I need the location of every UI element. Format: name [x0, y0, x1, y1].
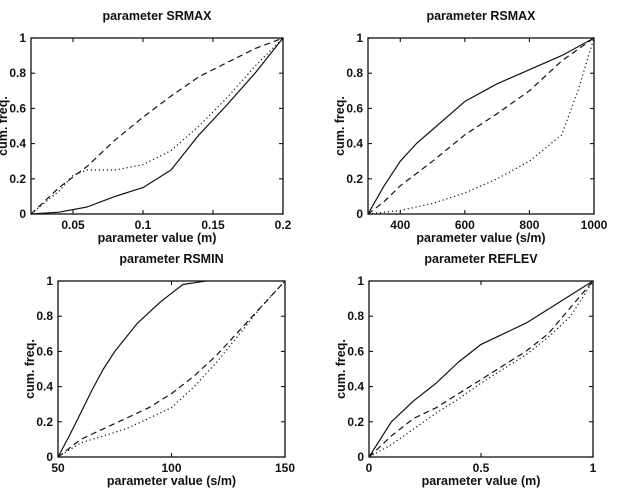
x-axis-label: parameter value (m) — [422, 474, 541, 488]
x-tick-label: 1 — [590, 461, 597, 475]
axes-frame — [367, 37, 595, 215]
panel-rsmax: parameter RSMAX 0 0.2 0.4 0.6 0.8 1 400 600 800 10… — [333, 9, 608, 245]
y-axis-label: cum. freq. — [334, 339, 348, 399]
x-tick-label: 0.1 — [135, 218, 152, 232]
y-tick-label: 0.6 — [9, 101, 26, 115]
series-line-solid — [367, 37, 595, 215]
y-tick-label: 0.6 — [347, 344, 364, 358]
y-tick-label: 1 — [46, 274, 53, 288]
chart-title: parameter SRMAX — [102, 9, 212, 23]
y-tick-label: 0.4 — [36, 380, 53, 394]
y-tick-label: 0 — [357, 450, 364, 464]
series-line-dotted — [368, 280, 594, 458]
y-tick-label: 0.2 — [347, 415, 364, 429]
x-tick-label: 800 — [519, 218, 539, 232]
chart-title: parameter REFLEV — [424, 252, 538, 266]
chart-title: parameter RSMIN — [119, 252, 223, 266]
x-axis-label: parameter value (s/m) — [416, 231, 545, 245]
series-line-dashed — [57, 280, 286, 458]
x-tick-label: 600 — [455, 218, 475, 232]
axes-frame — [30, 37, 284, 215]
x-axis-label: parameter value (m) — [98, 231, 217, 245]
y-axis-label: cum. freq. — [0, 96, 10, 156]
series-line-dotted — [367, 37, 595, 215]
x-tick-label: 0.2 — [275, 218, 292, 232]
x-tick-label: 100 — [161, 461, 181, 475]
x-axis-label: parameter value (s/m) — [107, 474, 236, 488]
y-tick-label: 0.2 — [36, 415, 53, 429]
y-tick-label: 0 — [19, 207, 26, 221]
series-line-solid — [57, 280, 206, 458]
series-line-dashed — [368, 280, 594, 458]
y-tick-label: 0 — [46, 450, 53, 464]
chart-title: parameter RSMAX — [426, 9, 536, 23]
series-line-solid — [30, 37, 284, 215]
y-tick-label: 0.6 — [36, 344, 53, 358]
x-tick-label: 50 — [51, 461, 65, 475]
series-line-dashed — [367, 37, 595, 215]
series-line-dotted — [30, 37, 284, 215]
y-tick-label: 0.2 — [346, 172, 363, 186]
x-tick-label: 0.05 — [61, 218, 85, 232]
x-tick-label: 1000 — [581, 218, 608, 232]
x-tick-label: 0.5 — [473, 461, 490, 475]
y-tick-label: 0.8 — [346, 66, 363, 80]
y-tick-label: 0.8 — [36, 309, 53, 323]
series-line-solid — [368, 280, 594, 458]
panel-srmax: parameter SRMAX 0 0.2 0.4 0.6 0.8 1 0.05 0.1 0.15… — [0, 9, 292, 245]
axes-frame — [57, 280, 286, 458]
x-tick-label: 150 — [275, 461, 295, 475]
y-axis-label: cum. freq. — [23, 339, 37, 399]
x-tick-label: 0.15 — [201, 218, 225, 232]
y-tick-label: 1 — [19, 31, 26, 45]
y-tick-label: 0.4 — [346, 137, 363, 151]
y-tick-label: 1 — [356, 31, 363, 45]
y-tick-label: 1 — [357, 274, 364, 288]
panel-reflev: parameter REFLEV 0 0.2 0.4 0.6 0.8 1 0 0.5 1 param… — [334, 252, 597, 488]
y-tick-label: 0.2 — [9, 172, 26, 186]
y-tick-label: 0.8 — [347, 309, 364, 323]
axes-frame — [368, 280, 594, 458]
y-tick-label: 0.6 — [346, 101, 363, 115]
x-tick-label: 0 — [366, 461, 373, 475]
y-axis-label: cum. freq. — [333, 96, 347, 156]
series-line-dotted — [57, 280, 286, 458]
series-line-dashed — [30, 37, 284, 215]
y-tick-label: 0 — [356, 207, 363, 221]
y-tick-label: 0.8 — [9, 66, 26, 80]
y-tick-label: 0.4 — [347, 380, 364, 394]
x-tick-label: 400 — [390, 218, 410, 232]
y-tick-label: 0.4 — [9, 137, 26, 151]
